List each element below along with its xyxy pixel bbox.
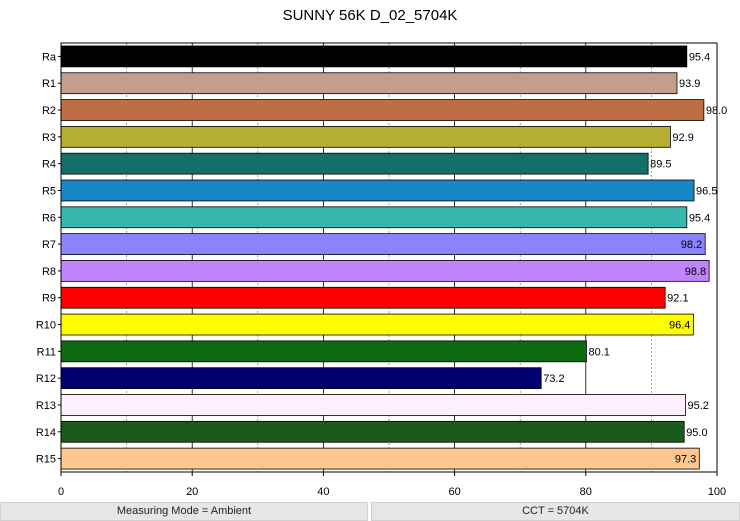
category-label: R12: [36, 373, 56, 385]
value-label: 98.2: [681, 239, 702, 251]
bar-r10: [60, 313, 694, 336]
bar-r11: [60, 340, 587, 363]
value-label: 97.3: [675, 454, 696, 466]
category-label: R9: [42, 293, 56, 305]
value-label: 92.9: [672, 132, 693, 144]
x-tick-label: 20: [186, 486, 198, 498]
value-label: 95.4: [689, 51, 710, 63]
value-label: 98.8: [685, 266, 706, 278]
bar-r2: [60, 99, 705, 121]
value-label: 95.2: [688, 400, 709, 412]
category-label: R5: [42, 185, 56, 197]
value-label: 73.2: [543, 373, 564, 385]
plot-frame: [60, 42, 718, 473]
bar-r6: [60, 206, 688, 229]
value-label: 96.5: [696, 185, 717, 197]
x-tick-label: 60: [448, 486, 460, 498]
category-label: R2: [42, 105, 56, 117]
x-tick-label: 0: [58, 486, 64, 498]
category-label: R11: [37, 346, 56, 358]
category-label: R14: [36, 427, 56, 439]
value-label: 96.4: [669, 320, 690, 332]
category-label: R15: [36, 454, 56, 466]
bar-r12: [60, 367, 542, 390]
bar-r14: [60, 420, 685, 443]
value-label: 93.9: [679, 78, 700, 90]
bar-r9: [60, 286, 666, 309]
category-label: R6: [42, 212, 56, 224]
bars: [60, 45, 710, 470]
category-label: R4: [42, 159, 56, 171]
bar-r15: [60, 447, 700, 470]
value-label: 95.4: [689, 212, 710, 224]
bar-r4: [60, 152, 649, 175]
cct-status: CCT = 5704K: [371, 502, 740, 521]
bar-r7: [60, 233, 706, 255]
bar-r1: [60, 72, 678, 95]
value-label: 92.1: [667, 293, 688, 305]
category-label: R1: [42, 78, 56, 90]
category-label: Ra: [42, 51, 57, 63]
category-label: R13: [36, 400, 56, 412]
bar-r3: [60, 125, 671, 148]
value-label: 89.5: [650, 159, 671, 171]
category-label: R8: [42, 266, 56, 278]
category-label: R7: [42, 239, 56, 251]
category-label: R10: [36, 320, 56, 332]
measuring-mode-status: Measuring Mode = Ambient: [0, 502, 368, 521]
x-tick-label: 40: [317, 486, 329, 498]
x-tick-label: 100: [708, 486, 726, 498]
bar-r8: [60, 260, 710, 282]
chart-title: SUNNY 56K D_02_5704K: [282, 7, 458, 24]
value-label: 80.1: [588, 346, 609, 358]
bar-r13: [60, 394, 686, 416]
bar-ra: [60, 45, 688, 68]
category-label: R3: [42, 132, 56, 144]
x-tick-label: 80: [580, 486, 592, 498]
value-label: 95.0: [686, 427, 707, 439]
bar-r5: [60, 179, 695, 202]
